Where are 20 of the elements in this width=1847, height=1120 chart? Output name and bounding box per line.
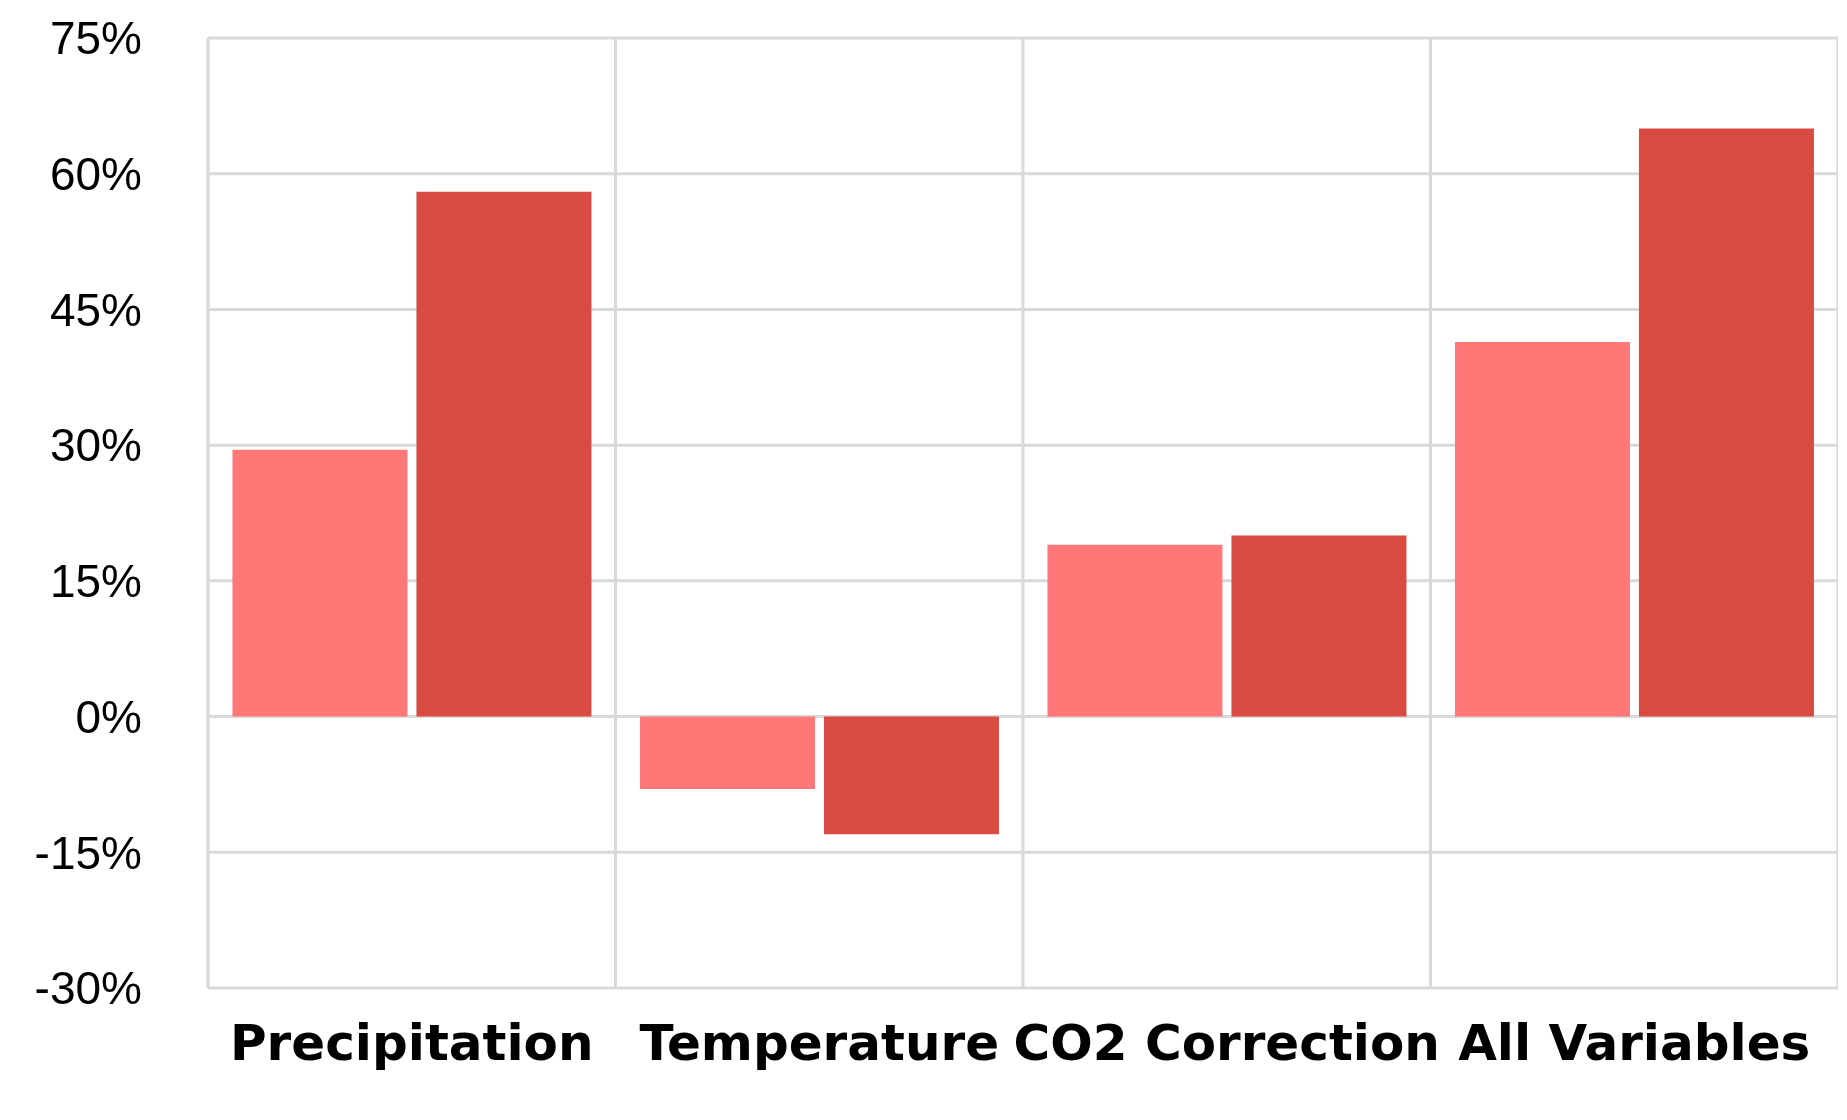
bar: [823, 716, 999, 835]
y-tick-label: -15%: [34, 826, 142, 879]
bar: [639, 716, 815, 789]
x-tick-label: CO2 Correction: [1013, 1013, 1440, 1072]
x-tick-label: Temperature: [639, 1013, 1000, 1072]
x-tick-label: All Variables: [1458, 1013, 1811, 1072]
y-tick-label: 15%: [49, 555, 142, 608]
y-tick-label: 0%: [75, 690, 142, 743]
bar: [1047, 544, 1223, 717]
y-tick-label: 75%: [49, 12, 142, 65]
y-tick-label: -30%: [34, 962, 142, 1015]
bar: [1231, 535, 1407, 717]
y-tick-label: 30%: [49, 419, 142, 472]
y-tick-label: 45%: [49, 283, 142, 336]
bar: [1638, 128, 1814, 717]
y-tick-label: 60%: [49, 148, 142, 201]
x-tick-label: Precipitation: [229, 1013, 594, 1072]
bar: [416, 191, 592, 717]
bar: [232, 449, 408, 717]
bar: [1454, 342, 1630, 717]
